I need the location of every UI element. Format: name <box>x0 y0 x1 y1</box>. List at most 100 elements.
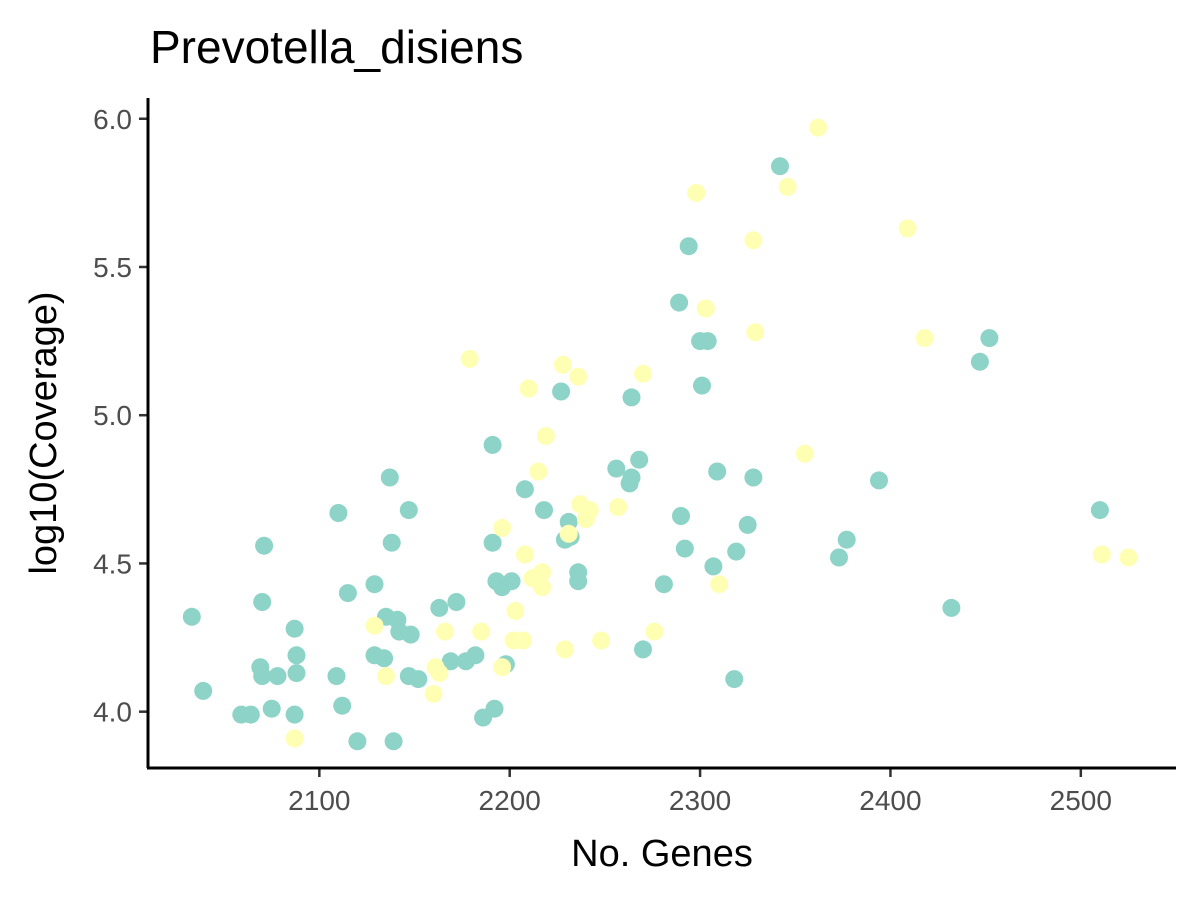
data-point <box>554 355 572 374</box>
data-point <box>329 504 348 522</box>
data-point <box>536 427 555 445</box>
data-point <box>607 459 626 478</box>
data-point <box>502 572 521 591</box>
data-point <box>622 468 641 487</box>
data-point <box>1092 545 1111 564</box>
data-point <box>515 480 534 499</box>
data-point <box>569 367 588 386</box>
data-point <box>287 664 306 683</box>
data-point <box>255 536 274 555</box>
data-point <box>268 667 287 686</box>
data-point <box>441 652 460 671</box>
data-point <box>980 329 999 348</box>
data-point <box>645 622 664 641</box>
data-point <box>696 299 715 318</box>
data-point <box>253 667 272 686</box>
x-tick-label: 2500 <box>1050 785 1112 816</box>
data-point <box>327 667 346 686</box>
data-point <box>424 684 443 703</box>
data-point <box>287 646 306 665</box>
data-point <box>795 444 814 463</box>
data-point <box>533 578 552 597</box>
data-point <box>675 539 694 558</box>
data-point <box>519 379 538 398</box>
data-point <box>506 601 525 620</box>
data-point <box>285 619 304 638</box>
data-point <box>654 575 673 594</box>
data-point <box>535 501 553 520</box>
data-point <box>241 705 260 724</box>
data-point <box>485 699 504 718</box>
x-tick-label: 2300 <box>669 785 731 816</box>
data-point <box>744 231 763 250</box>
data-point <box>430 598 449 617</box>
y-tick-label: 4.5 <box>93 548 132 579</box>
data-point <box>672 507 690 525</box>
data-point <box>377 667 395 686</box>
data-point <box>1119 548 1138 567</box>
data-point <box>693 376 711 395</box>
data-point <box>679 237 698 256</box>
data-point <box>533 563 552 582</box>
data-point <box>771 157 789 176</box>
data-point <box>182 607 201 626</box>
points-layer <box>182 118 1138 751</box>
data-point <box>466 646 485 665</box>
data-point <box>348 732 367 751</box>
data-point <box>380 468 399 487</box>
data-point <box>809 118 828 137</box>
x-axis-title: No. Genes <box>571 833 753 875</box>
data-point <box>384 732 403 751</box>
data-point <box>285 705 304 724</box>
data-point <box>430 664 449 683</box>
data-point <box>698 332 717 351</box>
data-point <box>447 593 466 611</box>
data-point <box>870 471 888 490</box>
data-point <box>837 530 856 549</box>
data-point <box>704 557 723 576</box>
data-point <box>634 640 652 659</box>
data-point <box>738 515 757 534</box>
data-point <box>401 625 420 644</box>
data-point <box>670 293 689 312</box>
x-tick-label: 2200 <box>479 785 541 816</box>
data-point <box>483 533 502 552</box>
data-point <box>365 616 384 635</box>
data-point <box>830 548 848 567</box>
data-point <box>708 462 727 481</box>
data-point <box>338 584 357 603</box>
data-point <box>552 382 571 401</box>
data-point <box>710 575 729 594</box>
data-point <box>365 575 384 594</box>
y-tick-label: 5.5 <box>93 252 132 283</box>
data-point <box>942 598 961 617</box>
data-point <box>970 352 989 371</box>
data-point <box>569 572 588 591</box>
chart-title: Prevotella_disiens <box>150 21 523 73</box>
data-point <box>1090 501 1109 520</box>
data-point <box>725 670 744 689</box>
data-point <box>472 622 491 641</box>
data-point <box>399 501 418 520</box>
data-point <box>592 631 611 650</box>
data-point <box>687 183 706 202</box>
data-point <box>375 649 394 668</box>
data-point <box>727 542 746 561</box>
data-point <box>898 219 917 238</box>
data-point <box>285 729 304 748</box>
data-point <box>493 658 512 677</box>
data-point <box>333 696 352 715</box>
data-point <box>262 699 281 718</box>
data-point <box>529 462 548 481</box>
data-point <box>194 681 213 700</box>
data-point <box>609 498 628 517</box>
data-point <box>555 640 574 659</box>
data-point <box>634 364 652 383</box>
data-point <box>409 670 428 689</box>
data-point <box>778 177 797 196</box>
data-point <box>382 533 401 552</box>
data-point <box>622 388 641 407</box>
data-point <box>436 622 454 641</box>
data-point <box>253 593 272 611</box>
